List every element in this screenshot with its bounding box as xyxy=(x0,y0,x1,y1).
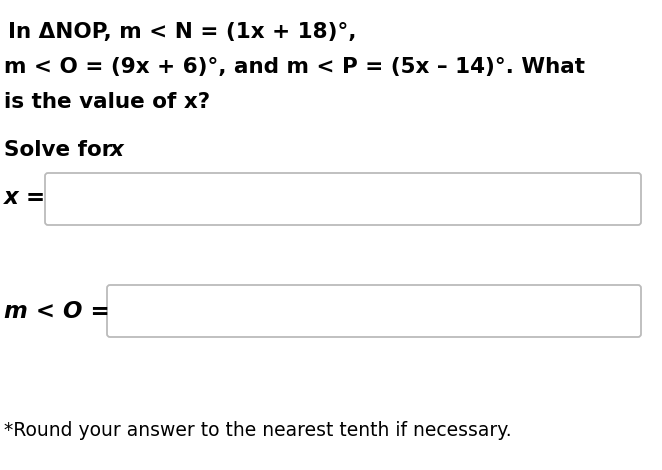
FancyBboxPatch shape xyxy=(45,173,641,225)
Text: In ΔNOP, m < N = (1x + 18)°,: In ΔNOP, m < N = (1x + 18)°, xyxy=(8,22,357,42)
Text: Solve for: Solve for xyxy=(4,140,120,160)
Text: x: x xyxy=(4,187,19,210)
FancyBboxPatch shape xyxy=(107,285,641,337)
Text: =: = xyxy=(18,187,45,210)
Text: *Round your answer to the nearest tenth if necessary.: *Round your answer to the nearest tenth … xyxy=(4,421,512,440)
Text: m < O = (9x + 6)°, and m < P = (5x – 14)°. What: m < O = (9x + 6)°, and m < P = (5x – 14)… xyxy=(4,57,585,77)
Text: m < O =: m < O = xyxy=(4,299,110,322)
Text: is the value of x?: is the value of x? xyxy=(4,92,210,112)
Text: x: x xyxy=(110,140,124,160)
